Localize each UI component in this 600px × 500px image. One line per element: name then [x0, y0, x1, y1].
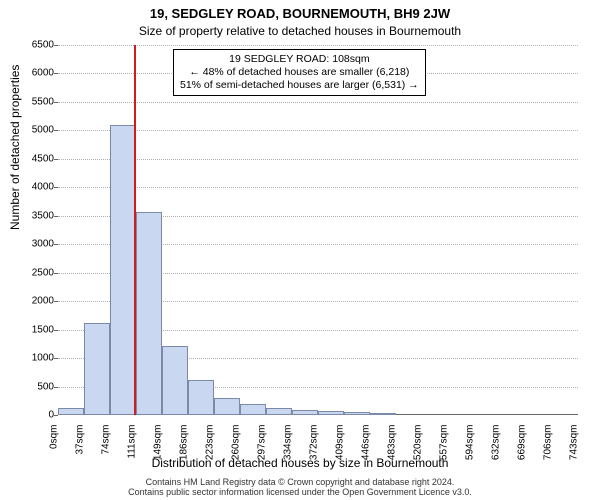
x-tick-label: 149sqm: [153, 389, 164, 425]
x-tick-label: 743sqm: [569, 389, 580, 425]
annotation-line-3: 51% of semi-detached houses are larger (…: [180, 79, 419, 92]
histogram-bar: [136, 212, 162, 415]
y-tick-label: 2000: [32, 296, 54, 307]
x-axis-title: Distribution of detached houses by size …: [0, 456, 600, 470]
y-tick: [54, 102, 58, 103]
page-subtitle: Size of property relative to detached ho…: [0, 24, 600, 38]
y-tick-label: 5000: [32, 125, 54, 136]
x-tick-label: 520sqm: [413, 389, 424, 425]
y-tick: [54, 273, 58, 274]
y-tick: [54, 358, 58, 359]
grid-line: [58, 45, 578, 46]
y-tick: [54, 73, 58, 74]
x-tick-label: 74sqm: [101, 394, 112, 424]
y-tick: [54, 159, 58, 160]
x-tick-label: 446sqm: [361, 389, 372, 425]
x-tick-label: 223sqm: [205, 389, 216, 425]
y-tick-label: 3500: [32, 210, 54, 221]
histogram-bar: [110, 125, 136, 415]
x-tick-label: 557sqm: [439, 389, 450, 425]
x-tick-label: 297sqm: [257, 389, 268, 425]
y-tick-label: 500: [37, 381, 54, 392]
histogram-plot: 0500100015002000250030003500400045005000…: [58, 45, 578, 415]
annotation-line-1: 19 SEDGLEY ROAD: 108sqm: [180, 53, 419, 66]
y-tick-label: 4500: [32, 153, 54, 164]
y-tick: [54, 45, 58, 46]
y-tick: [54, 244, 58, 245]
x-tick-label: 0sqm: [49, 400, 60, 424]
x-tick-label: 260sqm: [231, 389, 242, 425]
x-tick-label: 334sqm: [283, 389, 294, 425]
x-tick-label: 706sqm: [543, 389, 554, 425]
y-tick: [54, 301, 58, 302]
x-tick-label: 372sqm: [309, 389, 320, 425]
y-tick-label: 4000: [32, 182, 54, 193]
grid-line: [58, 102, 578, 103]
grid-line: [58, 159, 578, 160]
y-tick-label: 2500: [32, 267, 54, 278]
annotation-box: 19 SEDGLEY ROAD: 108sqm← 48% of detached…: [173, 49, 426, 96]
y-tick-label: 6000: [32, 68, 54, 79]
x-tick-label: 632sqm: [491, 389, 502, 425]
y-tick: [54, 387, 58, 388]
footer-line-2: Contains public sector information licen…: [0, 488, 600, 498]
page-title: 19, SEDGLEY ROAD, BOURNEMOUTH, BH9 2JW: [0, 6, 600, 21]
y-tick-label: 1000: [32, 353, 54, 364]
x-tick-label: 483sqm: [387, 389, 398, 425]
y-tick: [54, 187, 58, 188]
y-tick: [54, 130, 58, 131]
property-marker-line: [134, 45, 136, 415]
annotation-line-2: ← 48% of detached houses are smaller (6,…: [180, 66, 419, 79]
x-tick-label: 186sqm: [179, 389, 190, 425]
x-tick-label: 111sqm: [127, 390, 138, 424]
y-axis-title: Number of detached properties: [8, 65, 22, 230]
y-tick-label: 1500: [32, 324, 54, 335]
y-tick: [54, 216, 58, 217]
x-tick-label: 669sqm: [517, 389, 528, 425]
y-tick-label: 5500: [32, 96, 54, 107]
y-tick-label: 3000: [32, 239, 54, 250]
x-tick-label: 37sqm: [75, 394, 86, 424]
grid-line: [58, 130, 578, 131]
grid-line: [58, 187, 578, 188]
y-tick-label: 6500: [32, 40, 54, 51]
x-tick-label: 594sqm: [465, 389, 476, 425]
y-tick: [54, 330, 58, 331]
footer-attribution: Contains HM Land Registry data © Crown c…: [0, 478, 600, 498]
x-tick-label: 409sqm: [335, 389, 346, 425]
